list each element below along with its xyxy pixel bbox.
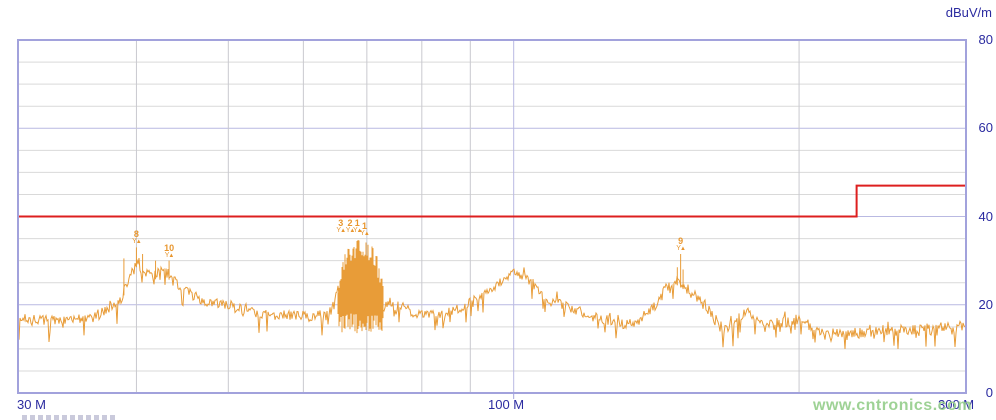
peak-marker-number: 1: [354, 218, 360, 229]
peak-marker-symbol-icon: Y▲: [345, 227, 356, 235]
peak-marker-number: 1: [361, 220, 367, 231]
peak-marker-8: 8 Y▲: [132, 229, 142, 246]
peak-marker-9: 9 Y▲: [676, 236, 686, 253]
peak-marker-number: 9: [678, 236, 684, 246]
clipped-text-artifact: [22, 415, 118, 420]
peak-marker-symbol-icon: Y▲: [353, 227, 363, 235]
peak-marker-number: 2: [347, 218, 353, 229]
x-axis-tick-label-30m: 30 M: [17, 397, 46, 412]
peak-marker-2: 2 Y▲: [345, 218, 356, 235]
y-axis-unit-label: dBuV/m: [945, 5, 992, 20]
peak-marker-number: 8: [133, 229, 139, 240]
peak-marker-1: 1 Y▲: [353, 218, 363, 235]
peak-marker-symbol-icon: Y▲: [676, 245, 686, 252]
watermark: www.cntronics.com: [813, 397, 973, 414]
y-axis-tick-label: 60: [978, 120, 993, 136]
y-axis-tick-label: 80: [978, 32, 993, 47]
x-axis-tick-label-100m: 100 M: [488, 397, 525, 412]
peak-marker-number: 10: [164, 242, 175, 253]
y-axis-tick-label: 20: [978, 296, 993, 312]
peak-marker-1: 1 Y▲: [360, 220, 370, 238]
peak-marker-number: 3: [338, 218, 344, 229]
peak-marker-symbol-icon: Y▲: [336, 227, 346, 235]
peak-marker-10: 10 Y▲: [164, 242, 175, 260]
peak-marker-symbol-icon: Y▲: [164, 251, 175, 259]
peak-marker-symbol-icon: Y▲: [132, 238, 142, 246]
peak-marker-3: 3 Y▲: [336, 218, 346, 235]
peak-marker-symbol-icon: Y▲: [360, 229, 370, 237]
x-axis-tick-label-300m: 300 M: [938, 397, 975, 412]
y-axis-tick-label: 40: [978, 208, 993, 224]
y-axis-tick-label: 0: [985, 385, 993, 400]
